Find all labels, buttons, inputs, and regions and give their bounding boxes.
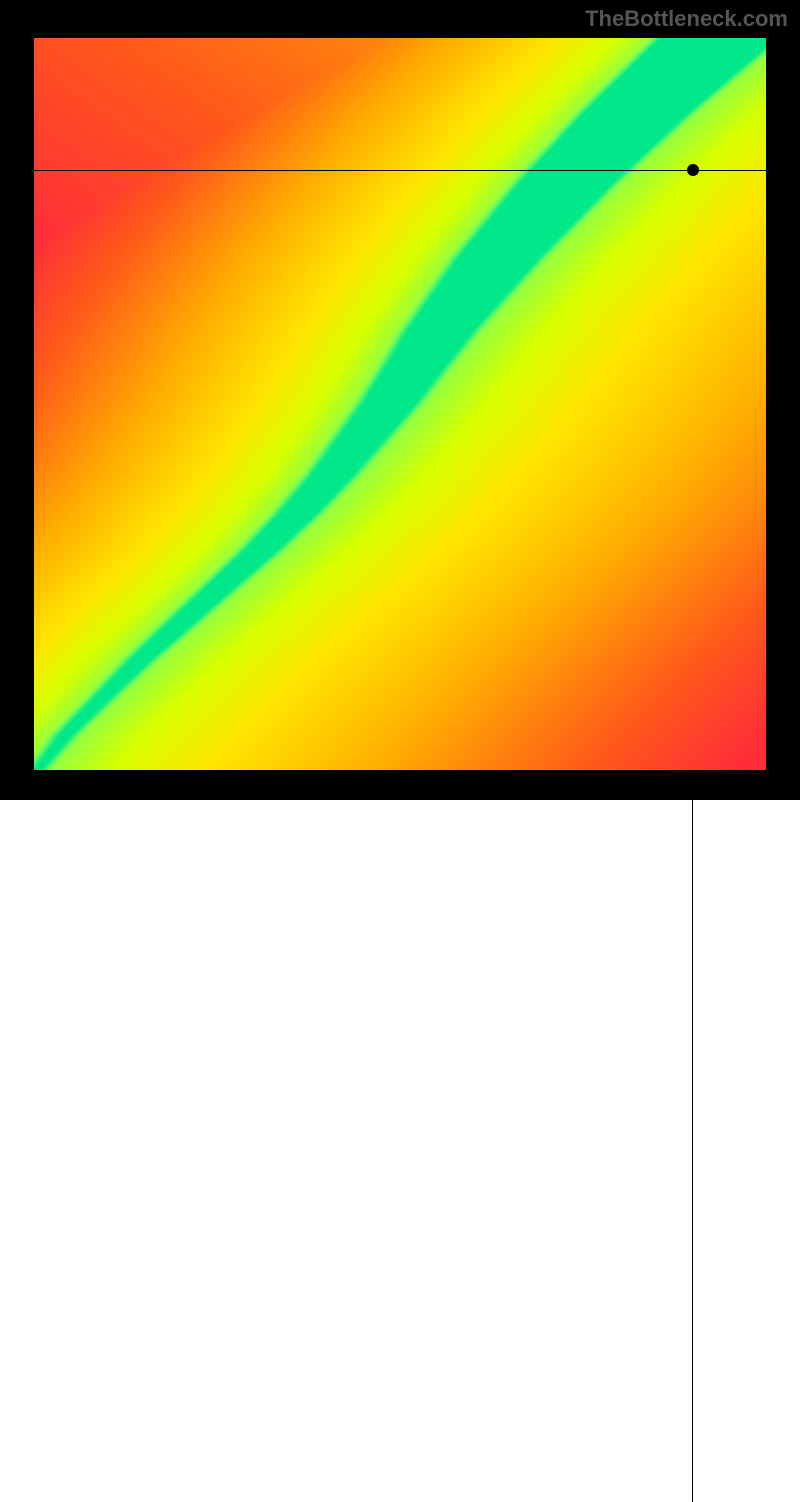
crosshair-marker [687,164,699,176]
attribution-text: TheBottleneck.com [585,6,788,32]
figure-container: TheBottleneck.com [0,0,800,800]
crosshair-horizontal [34,170,766,171]
heatmap-canvas [34,38,766,770]
heatmap-plot [34,38,766,770]
crosshair-vertical [692,770,693,1502]
